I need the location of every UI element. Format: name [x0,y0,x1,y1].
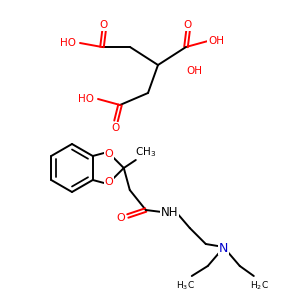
Text: O: O [100,20,108,30]
Text: OH: OH [186,66,202,76]
Text: OH: OH [208,36,224,46]
Text: H$_3$C: H$_3$C [176,280,195,292]
Text: O: O [184,20,192,30]
Text: H$_2$C: H$_2$C [250,280,269,292]
Text: HO: HO [60,38,76,48]
Text: NH: NH [161,206,178,218]
Text: O: O [116,213,125,223]
Text: O: O [104,149,113,159]
Text: O: O [104,177,113,187]
Text: CH$_3$: CH$_3$ [135,145,156,159]
Text: O: O [112,123,120,133]
Text: N: N [219,242,229,254]
Text: HO: HO [78,94,94,104]
